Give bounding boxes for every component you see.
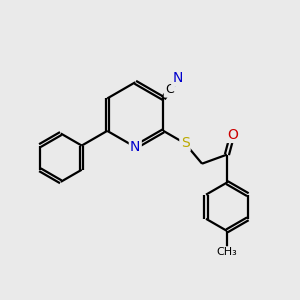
Text: S: S bbox=[181, 136, 189, 150]
Text: C: C bbox=[165, 83, 174, 96]
Text: CH₃: CH₃ bbox=[217, 248, 237, 257]
Text: N: N bbox=[130, 140, 140, 154]
Text: N: N bbox=[172, 71, 183, 85]
Text: O: O bbox=[227, 128, 238, 142]
